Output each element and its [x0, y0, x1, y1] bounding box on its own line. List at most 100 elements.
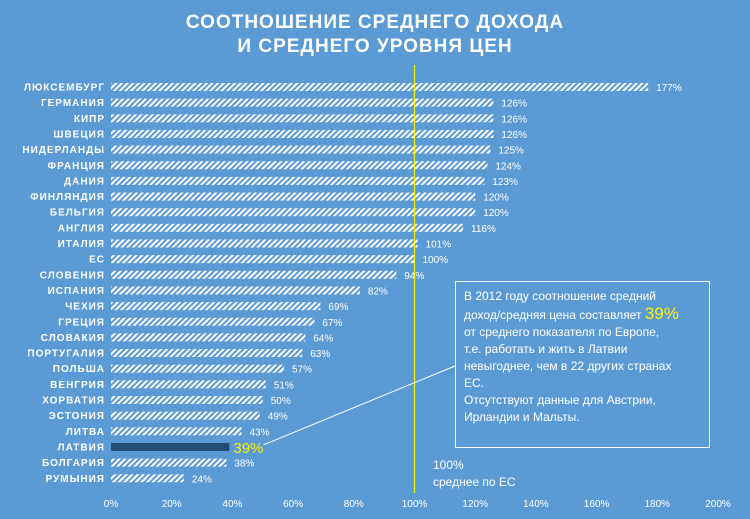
category-label-словения: СЛОВЕНИЯ — [40, 270, 105, 281]
x-tick-label: 100% — [402, 499, 428, 510]
x-tick-label: 80% — [344, 499, 364, 510]
value-label-эстония: 49% — [268, 412, 288, 423]
bar-польша — [111, 364, 284, 373]
category-label-италия: ИТАЛИЯ — [58, 239, 105, 250]
category-label-словакия: СЛОВАКИЯ — [41, 333, 105, 344]
value-label-испания: 82% — [368, 286, 388, 297]
bar-эстония — [111, 411, 260, 420]
bar-нидерланды — [111, 145, 491, 154]
annotation-line-6: ЕС. — [464, 376, 485, 390]
value-label-латвия: 39% — [233, 440, 263, 457]
value-label-люксембург: 177% — [656, 83, 682, 94]
value-label-нидерланды: 125% — [498, 146, 524, 157]
x-tick-label: 160% — [584, 499, 610, 510]
value-label-литва: 43% — [250, 427, 270, 438]
bar-болгария — [111, 458, 227, 467]
x-tick-label: 20% — [162, 499, 182, 510]
category-label-германия: ГЕРМАНИЯ — [41, 98, 105, 109]
bar-кипр — [111, 114, 494, 123]
value-label-швеция: 126% — [501, 130, 527, 141]
category-label-литва: ЛИТВА — [66, 427, 105, 438]
annotation-line-2: доход/средняя цена составляет 39% — [464, 305, 703, 324]
bar-хорватия — [111, 396, 263, 404]
bar-швеция — [111, 129, 494, 138]
category-label-нидерланды: НИДЕРЛАНДЫ — [22, 145, 105, 156]
annotation-pointer — [263, 365, 456, 446]
bar-словения — [111, 270, 397, 279]
bar-литва — [111, 427, 242, 436]
x-tick-label: 0% — [104, 499, 119, 510]
annotation-line-7: Отсутствуют данные для Австрии, — [464, 393, 656, 407]
x-tick-label: 120% — [462, 499, 488, 510]
category-label-болгария: БОЛГАРИЯ — [42, 458, 105, 469]
annotation-highlight-value: 39% — [644, 304, 679, 323]
bar-финляндия — [111, 192, 476, 201]
category-label-дания: ДАНИЯ — [64, 176, 105, 187]
annotation-line-5: невыгоднее, чем в 22 других странах — [464, 359, 672, 373]
x-tick-label: 180% — [645, 499, 671, 510]
reference-label: среднее по ЕС — [433, 475, 516, 489]
value-label-греция: 67% — [322, 318, 342, 329]
category-label-польша: ПОЛЬША — [53, 364, 105, 375]
value-label-дания: 123% — [492, 177, 518, 188]
annotation-line-4: т.е. работать и жить в Латвии — [464, 342, 628, 356]
category-label-бельгия: БЕЛЬГИЯ — [50, 208, 105, 219]
bar-словакия — [111, 333, 306, 342]
value-label-польша: 57% — [292, 365, 312, 376]
value-label-словакия: 64% — [313, 333, 333, 344]
bar-португалия — [111, 349, 303, 358]
annotation-line-3: от среднего показателя по Европе, — [464, 325, 660, 339]
bar-испания — [111, 286, 360, 295]
category-label-ес: ЕС — [89, 255, 105, 266]
x-tick-label: 140% — [523, 499, 549, 510]
annotation-line-2-text: доход/средняя цена составляет — [464, 308, 642, 322]
value-label-англия: 116% — [471, 224, 496, 235]
bar-ес — [111, 255, 415, 264]
bar-чехия — [111, 302, 321, 311]
annotation-box: В 2012 году соотношение средний доход/ср… — [455, 281, 710, 448]
value-label-хорватия: 50% — [271, 396, 291, 407]
chart-title-line-1: СООТНОШЕНИЕ СРЕДНЕГО ДОХОДА — [185, 12, 565, 33]
chart-title-line-2: И СРЕДНЕГО УРОВНЯ ЦЕН — [237, 36, 513, 57]
value-label-венгрия: 51% — [274, 380, 294, 391]
category-label-испания: ИСПАНИЯ — [48, 286, 105, 297]
bar-венгрия — [111, 380, 266, 389]
bar-бельгия — [111, 208, 476, 217]
annotation-line-1: В 2012 году соотношение средний — [464, 289, 656, 303]
category-label-швеция: ШВЕЦИЯ — [53, 129, 105, 140]
bar-люксембург — [111, 83, 649, 91]
bar-латвия — [111, 442, 230, 451]
reference-value-label: 100% — [433, 458, 464, 472]
value-label-германия: 126% — [501, 99, 527, 110]
category-label-греция: ГРЕЦИЯ — [58, 317, 105, 328]
value-label-кипр: 126% — [501, 114, 527, 125]
value-label-чехия: 69% — [328, 302, 348, 313]
value-label-болгария: 38% — [234, 459, 254, 470]
category-label-венгрия: ВЕНГРИЯ — [50, 380, 105, 391]
bar-франция — [111, 161, 488, 170]
category-label-хорватия: ХОРВАТИЯ — [42, 396, 105, 407]
value-label-бельгия: 120% — [483, 208, 509, 219]
bar-германия — [111, 98, 494, 107]
annotation-line-8: Ирландии и Мальты. — [464, 410, 580, 424]
x-tick-label: 40% — [222, 499, 242, 510]
value-label-франция: 124% — [495, 161, 521, 172]
x-tick-label: 60% — [283, 499, 303, 510]
value-label-финляндия: 120% — [483, 193, 509, 204]
category-label-франция: ФРАНЦИЯ — [48, 161, 105, 172]
bar-италия — [111, 239, 418, 248]
bar-дания — [111, 176, 485, 185]
category-label-кипр: КИПР — [74, 114, 105, 125]
category-label-люксембург: ЛЮКСЕМБУРГ — [24, 83, 105, 94]
value-label-португалия: 63% — [310, 349, 330, 360]
category-label-чехия: ЧЕХИЯ — [65, 302, 105, 313]
bar-греция — [111, 317, 315, 326]
bar-румыния — [111, 474, 184, 483]
category-label-англия: АНГЛИЯ — [58, 223, 105, 234]
category-label-румыния: РУМЫНИЯ — [46, 474, 105, 485]
category-label-эстония: ЭСТОНИЯ — [49, 411, 105, 422]
value-label-италия: 101% — [426, 240, 452, 251]
category-label-португалия: ПОРТУГАЛИЯ — [27, 349, 105, 360]
value-label-ес: 100% — [423, 255, 449, 266]
